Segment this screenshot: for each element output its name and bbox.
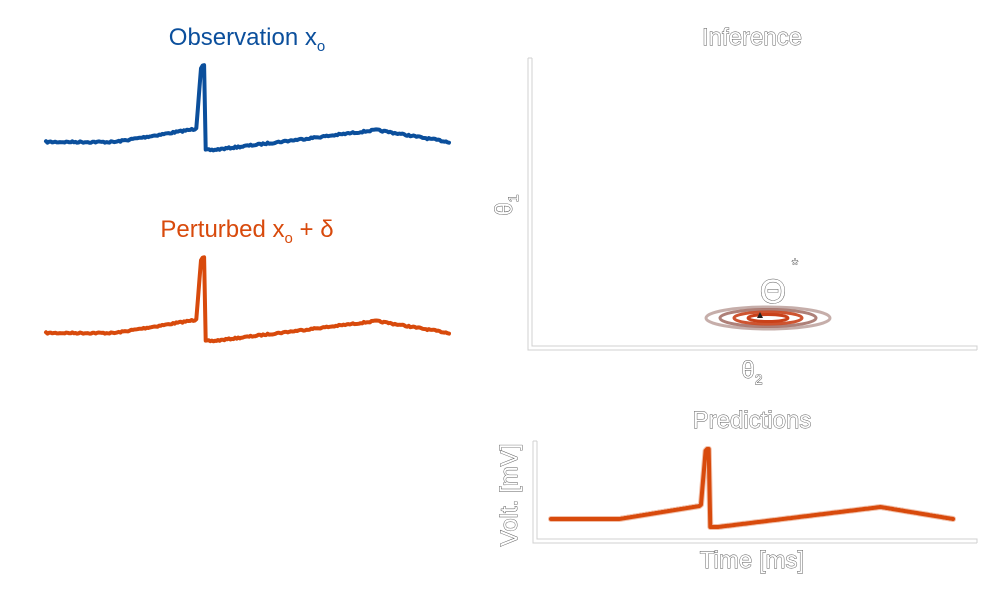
- predictions-trace-shadow: [548, 446, 956, 530]
- posterior-contour-ring: [732, 310, 804, 326]
- observation-trace: [44, 63, 451, 153]
- predictions-panel: Predictions Volt. [mV] Time [ms]: [496, 407, 978, 574]
- observation-title-main: Observation x: [169, 24, 317, 51]
- predictions-x-label: Time [ms]: [700, 547, 804, 574]
- posterior-contour-ring: [718, 308, 818, 328]
- perturbed-title-suffix: + δ: [293, 216, 334, 243]
- inference-axes: [527, 57, 978, 351]
- inference-title: Inference: [702, 24, 802, 51]
- observation-title: Observation xo: [169, 24, 325, 55]
- posterior-contour-ring: [704, 305, 832, 331]
- posterior-contour-ring: [746, 313, 790, 323]
- predictions-trace: [549, 447, 955, 529]
- inference-x-label-main: θ: [741, 357, 754, 384]
- perturbed-title: Perturbed xo + δ: [160, 216, 333, 247]
- true-parameter-label: Θ: [760, 273, 786, 311]
- perturbed-trace: [44, 255, 451, 344]
- true-parameter-star: *: [792, 257, 798, 274]
- perturbed-title-main: Perturbed x: [160, 216, 284, 243]
- observation-panel: Observation xo: [44, 24, 451, 153]
- predictions-title: Predictions: [693, 407, 812, 434]
- inference-y-label: θ1: [491, 194, 521, 215]
- perturbed-title-sub: o: [285, 230, 293, 247]
- inference-y-label-main: θ: [491, 202, 518, 215]
- inference-x-label-sub: 2: [755, 371, 763, 387]
- inference-panel: Inference θ1 θ2 Θ *: [491, 24, 978, 387]
- true-parameter-marker: Θ *: [757, 257, 799, 318]
- predictions-axes: [532, 440, 978, 544]
- perturbed-panel: Perturbed xo + δ: [44, 216, 451, 344]
- true-parameter-triangle: [757, 312, 763, 318]
- predictions-y-label: Volt. [mV]: [496, 444, 523, 547]
- inference-x-label: θ2: [741, 357, 762, 387]
- inference-y-label-sub: 1: [505, 194, 521, 202]
- observation-title-sub: o: [317, 38, 325, 55]
- posterior-contours: [704, 305, 832, 331]
